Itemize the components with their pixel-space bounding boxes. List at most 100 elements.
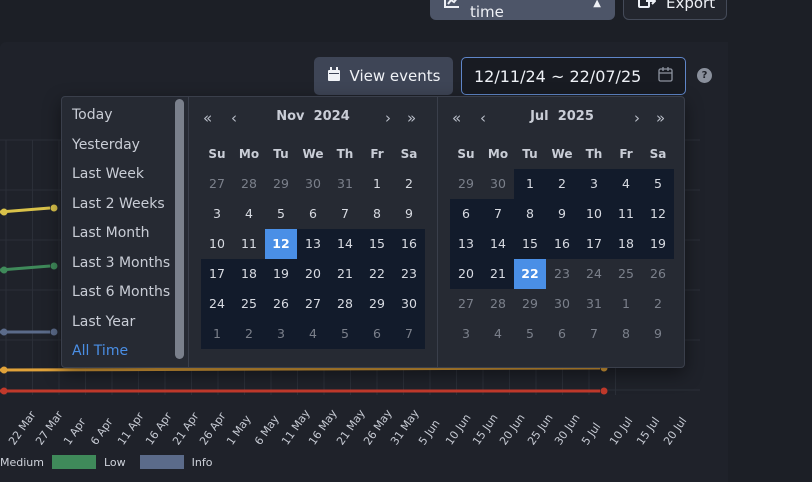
calendar-day[interactable]: 27 (297, 289, 329, 319)
calendar-day[interactable]: 21 (482, 259, 514, 289)
calendar-day[interactable]: 10 (578, 199, 610, 229)
calendar-day[interactable]: 16 (393, 229, 425, 259)
calendar-day[interactable]: 3 (462, 326, 470, 341)
calendar-day[interactable]: 7 (341, 206, 349, 221)
calendar-day[interactable]: 27 (209, 176, 225, 191)
preset-last-month[interactable]: Last Month (72, 225, 150, 241)
calendar-day[interactable]: 8 (373, 206, 381, 221)
calendar-day[interactable]: 3 (213, 206, 221, 221)
calendar-day[interactable]: 6 (361, 319, 393, 349)
calendar-day[interactable]: 25 (233, 289, 265, 319)
calendar-day[interactable]: 24 (586, 266, 602, 281)
calendar-day[interactable]: 22 (514, 259, 546, 289)
calendar-day[interactable]: 24 (201, 289, 233, 319)
next-month-button[interactable]: › (385, 109, 391, 127)
prev-year-button[interactable]: « (203, 109, 213, 127)
calendar-day[interactable]: 14 (329, 229, 361, 259)
calendar-day[interactable]: 11 (241, 236, 257, 251)
calendar-day[interactable]: 1 (514, 169, 546, 199)
calendar-day[interactable]: 6 (309, 206, 317, 221)
calendar-day[interactable]: 5 (526, 326, 534, 341)
help-icon[interactable]: ? (697, 68, 712, 83)
calendar-day[interactable]: 18 (610, 229, 642, 259)
calendar-day[interactable]: 30 (490, 176, 506, 191)
calendar-day[interactable]: 7 (482, 199, 514, 229)
calendar-day[interactable]: 17 (578, 229, 610, 259)
calendar-day[interactable]: 28 (241, 176, 257, 191)
calendar-day[interactable]: 4 (494, 326, 502, 341)
calendar-day[interactable]: 14 (482, 229, 514, 259)
calendar-day[interactable]: 31 (337, 176, 353, 191)
calendar-day[interactable]: 4 (297, 319, 329, 349)
calendar-day[interactable]: 9 (546, 199, 578, 229)
calendar-day[interactable]: 16 (546, 229, 578, 259)
preset-last-year[interactable]: Last Year (72, 313, 136, 330)
prev-year-button[interactable]: « (452, 109, 462, 127)
date-range-input[interactable]: 12/11/24 ~ 22/07/25 (461, 57, 686, 95)
calendar-day[interactable]: 1 (373, 176, 381, 191)
preset-last-3-months[interactable]: Last 3 Months (72, 254, 171, 271)
calendar-day[interactable]: 2 (546, 169, 578, 199)
calendar-day[interactable]: 15 (361, 229, 393, 259)
preset-today[interactable]: Today (72, 107, 113, 123)
calendar-day[interactable]: 30 (393, 289, 425, 319)
calendar-day[interactable]: 28 (329, 289, 361, 319)
calendar-day[interactable]: 18 (233, 259, 265, 289)
calendar-day[interactable]: 21 (329, 259, 361, 289)
calendar-day[interactable]: 3 (578, 169, 610, 199)
calendar-day[interactable]: 4 (610, 169, 642, 199)
preset-scrollbar[interactable] (175, 99, 184, 359)
calendar-day[interactable]: 13 (450, 229, 482, 259)
calendar-day[interactable]: 9 (654, 326, 662, 341)
preset-last-6-months[interactable]: Last 6 Months (72, 284, 171, 300)
preset-all-time[interactable]: All Time (72, 343, 129, 359)
calendar-day[interactable]: 29 (522, 296, 538, 311)
preset-yesterday[interactable]: Yesterday (72, 136, 140, 153)
export-button[interactable]: Export (623, 0, 727, 20)
calendar-day[interactable]: 10 (209, 236, 225, 251)
calendar-day[interactable]: 15 (514, 229, 546, 259)
calendar-day[interactable]: 23 (554, 266, 570, 281)
calendar-day[interactable]: 2 (654, 296, 662, 311)
calendar-day[interactable]: 2 (405, 176, 413, 191)
calendar-day[interactable]: 20 (450, 259, 482, 289)
calendar-day[interactable]: 25 (618, 266, 634, 281)
preset-last-week[interactable]: Last Week (72, 166, 144, 182)
calendar-day[interactable]: 8 (514, 199, 546, 229)
calendar-day[interactable]: 17 (201, 259, 233, 289)
calendar-day[interactable]: 30 (305, 176, 321, 191)
calendar-day[interactable]: 30 (554, 296, 570, 311)
calendar-day[interactable]: 12 (265, 229, 297, 259)
next-year-button[interactable]: » (656, 109, 666, 127)
calendar-day[interactable]: 1 (622, 296, 630, 311)
calendar-day[interactable]: 7 (590, 326, 598, 341)
preset-last-2-weeks[interactable]: Last 2 Weeks (72, 195, 165, 212)
calendar-day[interactable]: 8 (622, 326, 630, 341)
calendar-day[interactable]: 4 (245, 206, 253, 221)
calendar-day[interactable]: 20 (297, 259, 329, 289)
prev-month-button[interactable]: ‹ (231, 109, 237, 127)
calendar-day[interactable]: 6 (450, 199, 482, 229)
calendar-day[interactable]: 3 (265, 319, 297, 349)
calendar-day[interactable]: 19 (642, 229, 674, 259)
calendar-day[interactable]: 2 (233, 319, 265, 349)
calendar-day[interactable]: 29 (273, 176, 289, 191)
calendar-day[interactable]: 29 (458, 176, 474, 191)
calendar-day[interactable]: 29 (361, 289, 393, 319)
prev-month-button[interactable]: ‹ (480, 109, 486, 127)
calendar-day[interactable]: 13 (297, 229, 329, 259)
risks-over-time-button[interactable]: Risks over time ▲ (430, 0, 615, 21)
next-month-button[interactable]: › (634, 109, 640, 127)
calendar-day[interactable]: 9 (405, 206, 413, 221)
calendar-day[interactable]: 31 (586, 296, 602, 311)
calendar-day[interactable]: 22 (361, 259, 393, 289)
view-events-button[interactable]: View events (314, 57, 453, 95)
calendar-day[interactable]: 19 (265, 259, 297, 289)
calendar-day[interactable]: 11 (610, 199, 642, 229)
calendar-day[interactable]: 7 (393, 319, 425, 349)
calendar-day[interactable]: 5 (277, 206, 285, 221)
calendar-day[interactable]: 26 (265, 289, 297, 319)
calendar-day[interactable]: 6 (558, 326, 566, 341)
calendar-day[interactable]: 1 (201, 319, 233, 349)
next-year-button[interactable]: » (407, 109, 417, 127)
